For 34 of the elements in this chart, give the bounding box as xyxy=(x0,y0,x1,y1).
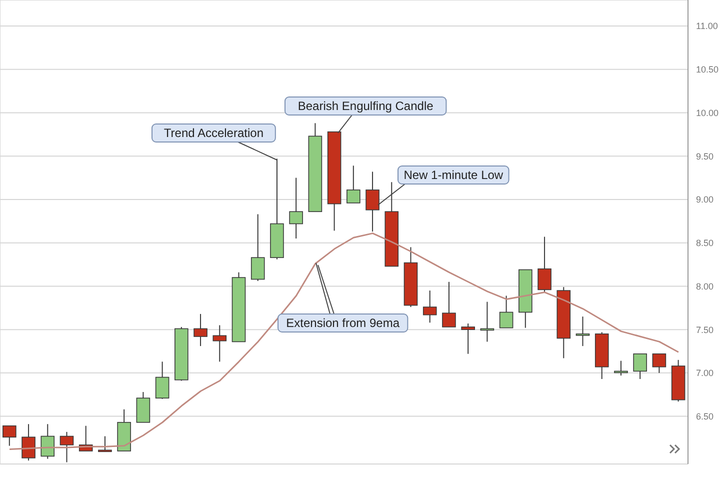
candlestick xyxy=(499,295,514,328)
candlestick xyxy=(40,424,55,460)
annotation: Extension from 9ema xyxy=(286,316,400,330)
y-tick-label: 7.00 xyxy=(696,368,714,378)
candlestick xyxy=(422,290,437,324)
y-tick-label: 9.00 xyxy=(696,194,714,205)
candlestick xyxy=(212,324,227,362)
candlestick xyxy=(461,323,475,354)
candlestick xyxy=(614,360,628,376)
y-tick-label: 10.00 xyxy=(696,108,719,118)
y-tick-label: 6.50 xyxy=(696,411,714,422)
y-tick-label: 10.50 xyxy=(696,64,719,75)
candlestick xyxy=(346,165,360,204)
y-tick-label: 9.50 xyxy=(696,151,714,162)
candlestick xyxy=(652,353,666,374)
annotation: Trend Acceleration xyxy=(164,126,264,140)
candlestick xyxy=(98,436,112,452)
candlestick xyxy=(194,313,208,347)
candlestick xyxy=(250,214,265,282)
candlestick xyxy=(2,425,16,446)
candlestick xyxy=(442,281,456,328)
y-tick-label: 7.50 xyxy=(696,324,714,335)
candlestick xyxy=(22,424,36,462)
y-tick-label: 8.00 xyxy=(696,281,714,292)
candlestick xyxy=(289,177,303,240)
annotation: Bearish Engulfing Candle xyxy=(298,99,434,113)
candlestick xyxy=(60,431,74,463)
candlestick xyxy=(633,353,647,380)
y-tick-label: 8.50 xyxy=(696,238,714,248)
candlestick xyxy=(576,316,590,347)
candlestick xyxy=(538,236,552,293)
annotation: New 1-minute Low xyxy=(404,168,504,182)
candlestick xyxy=(155,361,170,400)
y-tick-label: 11.00 xyxy=(696,21,718,32)
